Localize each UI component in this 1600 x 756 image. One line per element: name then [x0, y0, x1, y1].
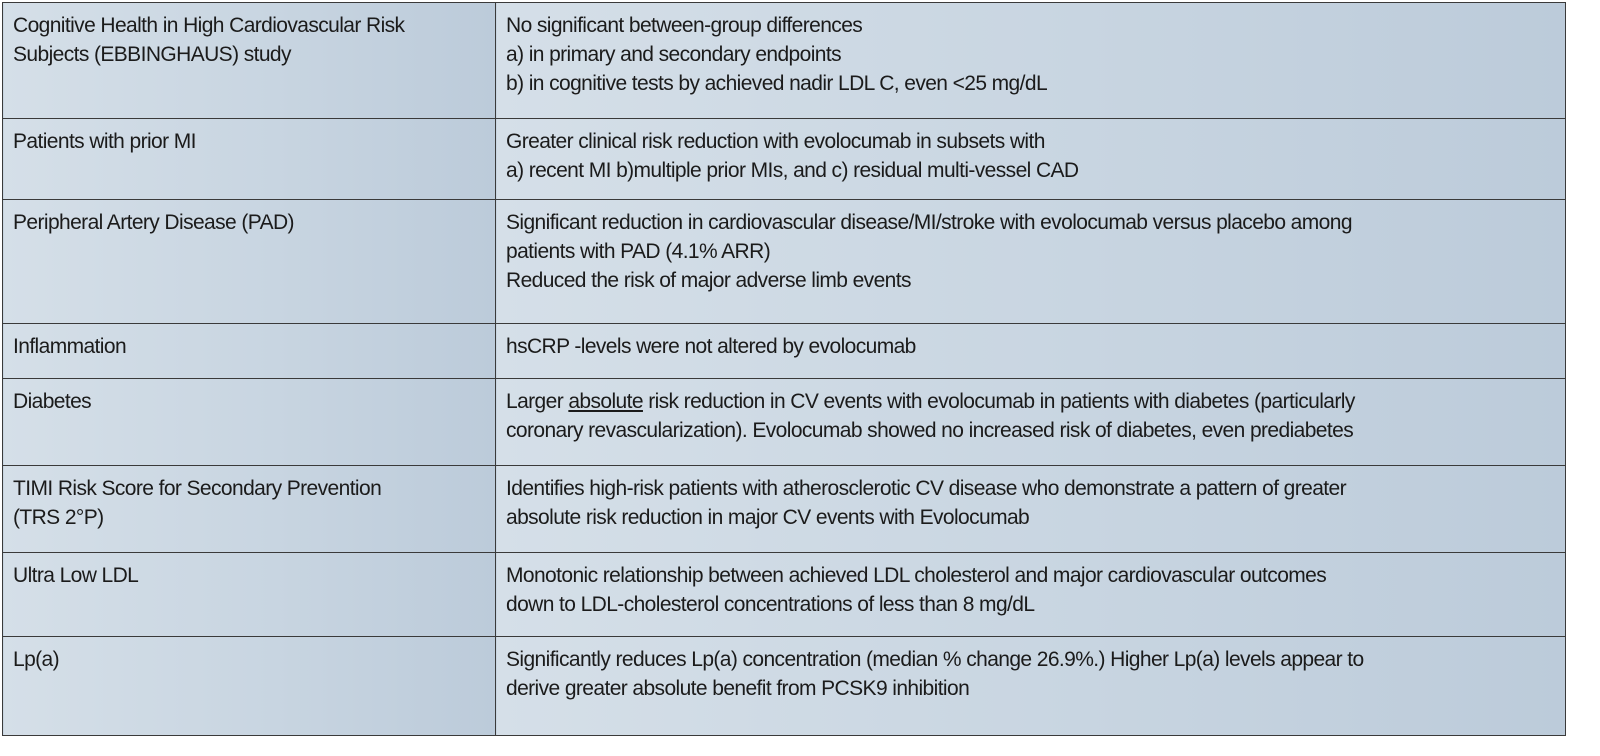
finding-text: down to LDL-cholesterol concentrations o…	[506, 592, 1035, 616]
finding-text: b) in cognitive tests by achieved nadir …	[506, 72, 1048, 95]
table-row: Cognitive Health in High Cardiovascular …	[2, 2, 1566, 119]
finding-cell: Significantly reduces Lp(a) concentratio…	[495, 636, 1566, 736]
finding-text: a) recent MI b)multiple prior MIs, and c…	[506, 158, 1079, 182]
finding-text: patients with PAD (4.1% ARR)	[506, 239, 771, 263]
topic-cell: Lp(a)	[2, 636, 496, 736]
finding-text: Greater clinical risk reduction with evo…	[506, 129, 1045, 153]
finding-cell: hsCRP -levels were not altered by evoloc…	[495, 322, 1566, 380]
finding-text-underlined: absolute	[568, 390, 643, 414]
findings-table: Cognitive Health in High Cardiovascular …	[2, 2, 1566, 736]
topic-text: Cognitive Health in High Cardiovascular …	[13, 14, 405, 37]
finding-text: Significant reduction in cardiovascular …	[506, 210, 1353, 234]
finding-cell: Larger absolute risk reduction in CV eve…	[495, 378, 1566, 466]
finding-text: derive greater absolute benefit from PCS…	[506, 677, 970, 701]
table-row: Inflammation hsCRP -levels were not alte…	[2, 322, 1566, 380]
finding-text: Identifies high-risk patients with ather…	[506, 476, 1347, 500]
finding-text: Larger absolute risk reduction in CV eve…	[506, 387, 1555, 416]
finding-text: Significantly reduces Lp(a) concentratio…	[506, 648, 1364, 672]
finding-text: Monotonic relationship between achieved …	[506, 563, 1327, 587]
topic-text: (TRS 2°P)	[13, 505, 104, 529]
table-row: Patients with prior MI Greater clinical …	[2, 117, 1566, 200]
topic-text: Patients with prior MI	[13, 129, 196, 153]
finding-cell: Identifies high-risk patients with ather…	[495, 464, 1566, 553]
finding-text-post: risk reduction in CV events with evolocu…	[642, 390, 1355, 414]
table-row: Ultra Low LDL Monotonic relationship bet…	[2, 551, 1566, 638]
topic-text: TIMI Risk Score for Secondary Prevention	[13, 476, 382, 500]
topic-text: Inflammation	[13, 334, 127, 358]
topic-cell: Patients with prior MI	[2, 117, 496, 200]
table-row: TIMI Risk Score for Secondary Prevention…	[2, 464, 1566, 553]
topic-cell: Cognitive Health in High Cardiovascular …	[2, 2, 496, 119]
finding-text: Reduced the risk of major adverse limb e…	[506, 268, 911, 292]
topic-cell: Diabetes	[2, 378, 496, 466]
topic-text: Diabetes	[13, 390, 92, 414]
topic-cell: Inflammation	[2, 322, 496, 380]
finding-text: No significant between-group differences	[506, 14, 863, 37]
finding-cell: Greater clinical risk reduction with evo…	[495, 117, 1566, 200]
finding-cell: No significant between-group differences…	[495, 2, 1566, 119]
topic-cell: TIMI Risk Score for Secondary Prevention…	[2, 464, 496, 553]
table-row: Peripheral Artery Disease (PAD) Signific…	[2, 198, 1566, 324]
topic-text: Ultra Low LDL	[13, 563, 139, 587]
finding-text: coronary revascularization). Evolocumab …	[506, 419, 1354, 443]
topic-cell: Peripheral Artery Disease (PAD)	[2, 198, 496, 324]
topic-text: Subjects (EBBINGHAUS) study	[13, 43, 292, 66]
finding-cell: Monotonic relationship between achieved …	[495, 551, 1566, 638]
topic-text: Lp(a)	[13, 648, 60, 672]
finding-text: hsCRP -levels were not altered by evoloc…	[506, 334, 916, 358]
table-row: Diabetes Larger absolute risk reduction …	[2, 378, 1566, 466]
finding-text: absolute risk reduction in major CV even…	[506, 505, 1030, 529]
finding-text: a) in primary and secondary endpoints	[506, 43, 842, 66]
topic-text: Peripheral Artery Disease (PAD)	[13, 210, 295, 234]
finding-text-pre: Larger	[506, 390, 569, 414]
table-row: Lp(a) Significantly reduces Lp(a) concen…	[2, 636, 1566, 736]
finding-cell: Significant reduction in cardiovascular …	[495, 198, 1566, 324]
topic-cell: Ultra Low LDL	[2, 551, 496, 638]
